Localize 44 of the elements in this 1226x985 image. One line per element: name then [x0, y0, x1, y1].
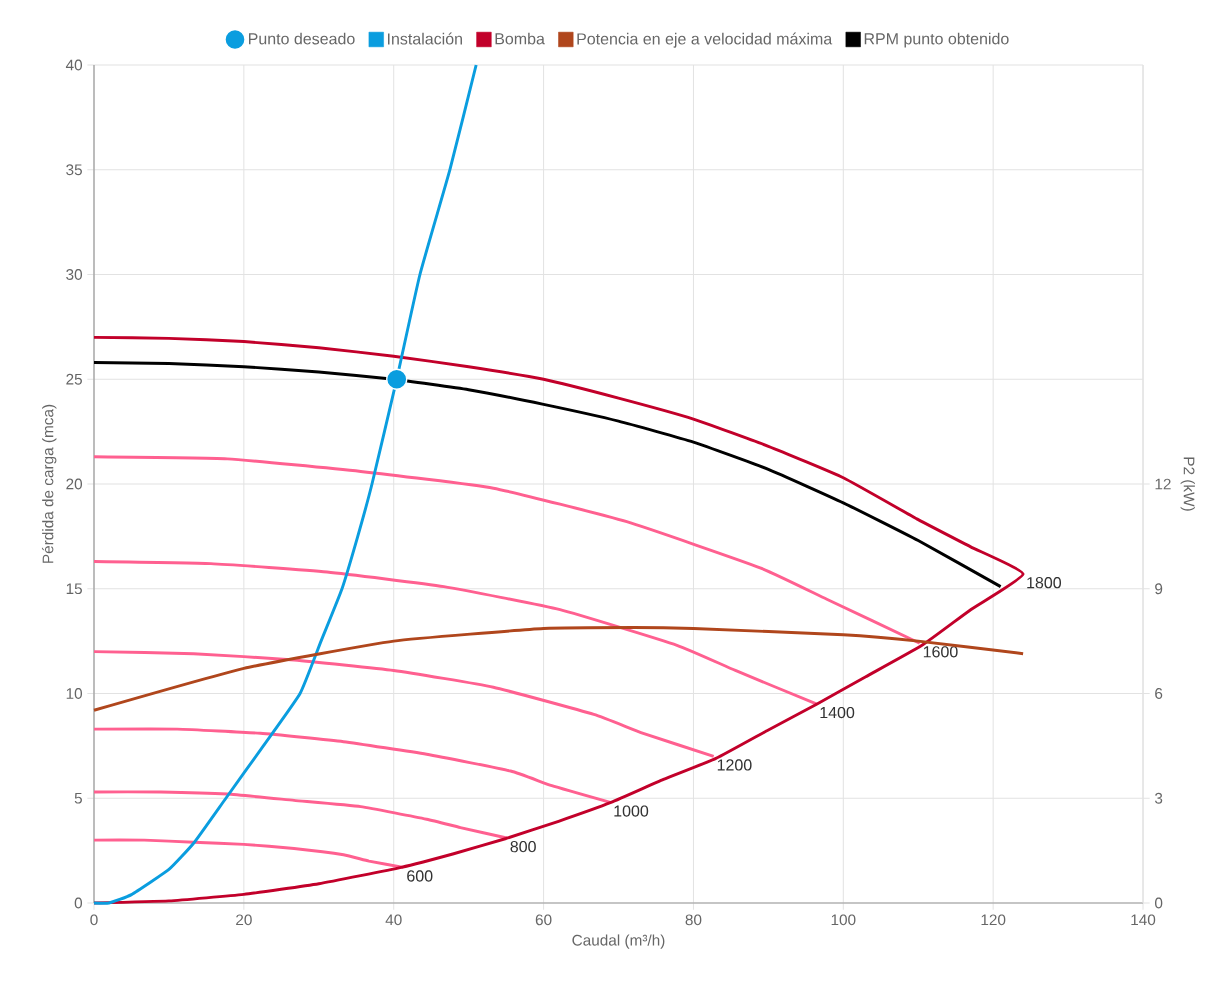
annotation: 600: [407, 870, 433, 882]
annotation: 1600: [923, 646, 958, 658]
legend-label: Bomba: [495, 32, 545, 45]
y-tick-label: 20: [66, 478, 83, 490]
annotation: 1800: [1027, 577, 1062, 589]
y-tick-label: 5: [74, 792, 82, 804]
line-series: [92, 335, 1025, 905]
y2-tick-label: 0: [1155, 897, 1163, 909]
legend-label: Instalación: [388, 32, 462, 45]
y-axis-title: Pérdida de carga (mca): [41, 404, 57, 563]
y-tick-label: 10: [66, 688, 83, 699]
annotation: 1000: [614, 805, 649, 817]
line-series: [92, 790, 509, 840]
y-tick-label: 35: [66, 164, 82, 176]
x-tick-label: 0: [90, 914, 98, 926]
line-series: [92, 361, 1003, 589]
line-series: [92, 560, 818, 706]
line-series: [92, 455, 922, 645]
x-tick-label: 120: [981, 914, 1006, 926]
y2-tick-label: 9: [1155, 583, 1163, 595]
legend-label: Potencia en eje a velocidad máxima: [577, 32, 833, 48]
y2-tick-label: 6: [1155, 688, 1163, 699]
x-tick-label: 40: [385, 914, 402, 926]
y2-tick-label: 12: [1155, 478, 1171, 490]
y-tick-label: 30: [66, 269, 83, 280]
y-tick-label: 0: [74, 897, 83, 909]
x-tick-label: 80: [685, 914, 702, 926]
x-tick-label: 140: [1131, 914, 1156, 926]
annotation: 1400: [820, 706, 855, 719]
x-tick-label: 20: [236, 914, 252, 926]
y-tick-label: 25: [66, 373, 82, 385]
annotation: 1200: [717, 759, 752, 771]
annotation: 800: [510, 840, 536, 853]
y2-tick-label: 3: [1154, 792, 1163, 804]
line-series: [92, 650, 716, 758]
y-tick-label: 40: [65, 59, 83, 71]
x-tick-label: 100: [831, 914, 856, 926]
y-tick-label: 15: [66, 583, 82, 595]
line-series: [92, 727, 612, 804]
x-axis-title: Caudal (m³/h): [572, 934, 665, 949]
legend-label: RPM punto obtenido: [864, 32, 1009, 48]
legend-label: Punto deseado: [248, 32, 355, 45]
y2-axis-title: P2 (kW): [1180, 457, 1195, 511]
x-tick-label: 60: [535, 914, 552, 926]
